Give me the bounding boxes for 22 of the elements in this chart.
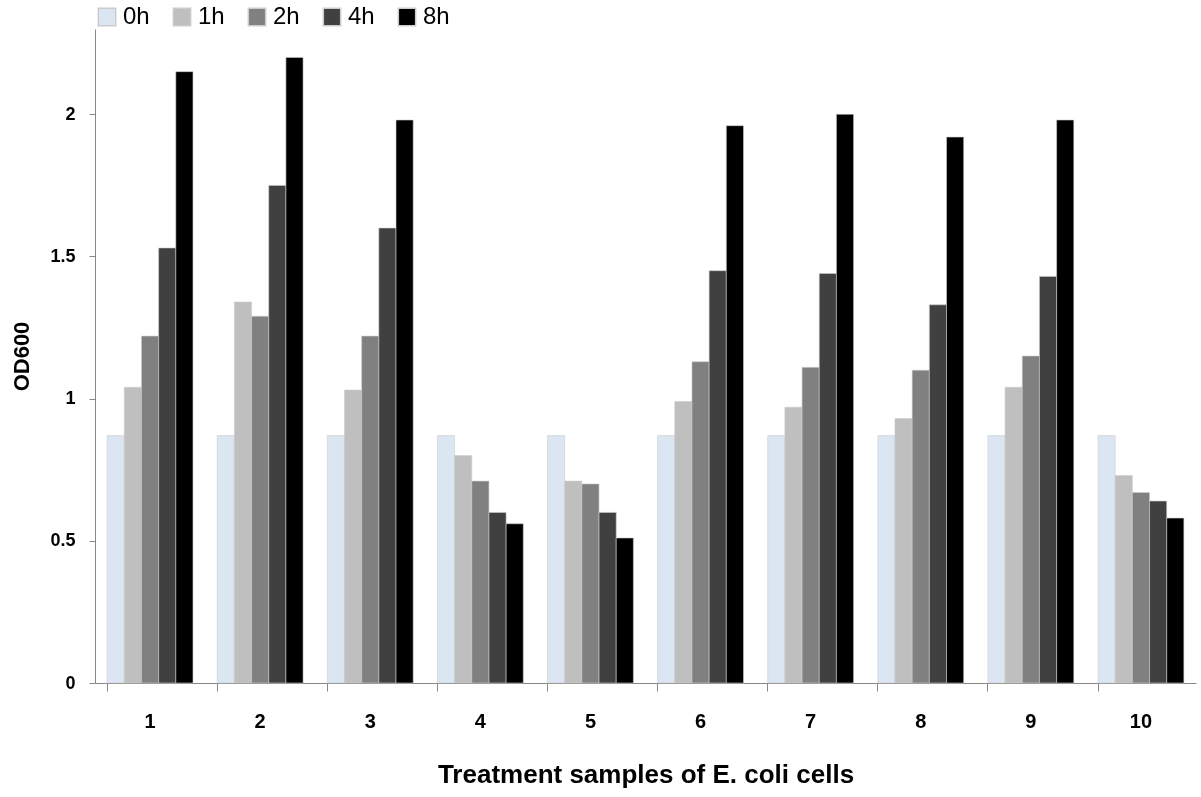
x-tick-label: 5 [584, 709, 597, 732]
legend-label: 2h [273, 2, 300, 29]
x-tick-label: 7 [805, 709, 817, 732]
x-tick-label: 4 [474, 709, 487, 732]
x-tick-label: 10 [1129, 709, 1153, 732]
x-tick-label: 2 [254, 709, 266, 732]
y-tick-label: 1.5 [50, 245, 76, 266]
y-tick-label: 0 [65, 672, 76, 693]
y-tick-label: 1 [65, 388, 76, 409]
x-tick-label: 3 [364, 709, 376, 732]
y-tick-label: 2 [65, 103, 76, 124]
x-axis-title: Treatment samples of E. coli cells [437, 758, 855, 789]
x-tick-label: 1 [144, 709, 156, 732]
legend-label: 1h [198, 2, 225, 29]
legend-label: 8h [423, 2, 450, 29]
x-tick-label: 9 [1025, 709, 1037, 732]
x-tick-label: 6 [694, 709, 707, 732]
y-axis-title: OD600 [9, 321, 35, 392]
legend-label: 4h [348, 2, 375, 29]
y-tick-label: 0.5 [50, 530, 76, 551]
x-tick-label: 8 [915, 709, 927, 732]
legend-label: 0h [123, 2, 150, 29]
